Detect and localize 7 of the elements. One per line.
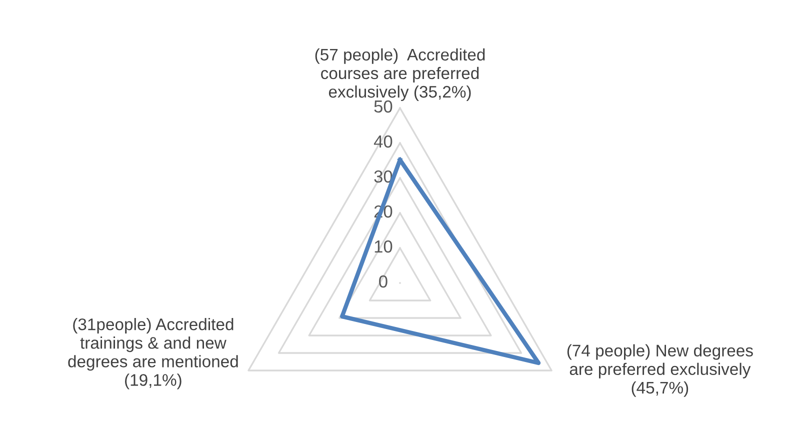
y-tick-label: 10 [374, 240, 392, 253]
y-tick-label: 40 [374, 135, 392, 148]
y-tick-label: 0 [379, 275, 388, 288]
spoke-label: (31people) Accredited trainings & and new degrees are mentioned (19,1%) [68, 318, 238, 390]
spoke-label: (74 people) New degrees are preferred exclusively (45,7%) [567, 344, 753, 397]
y-tick-label: 50 [374, 100, 392, 113]
spoke-label: (57 people) Accredited courses are preferred exclusively (35,2%) [315, 48, 485, 101]
